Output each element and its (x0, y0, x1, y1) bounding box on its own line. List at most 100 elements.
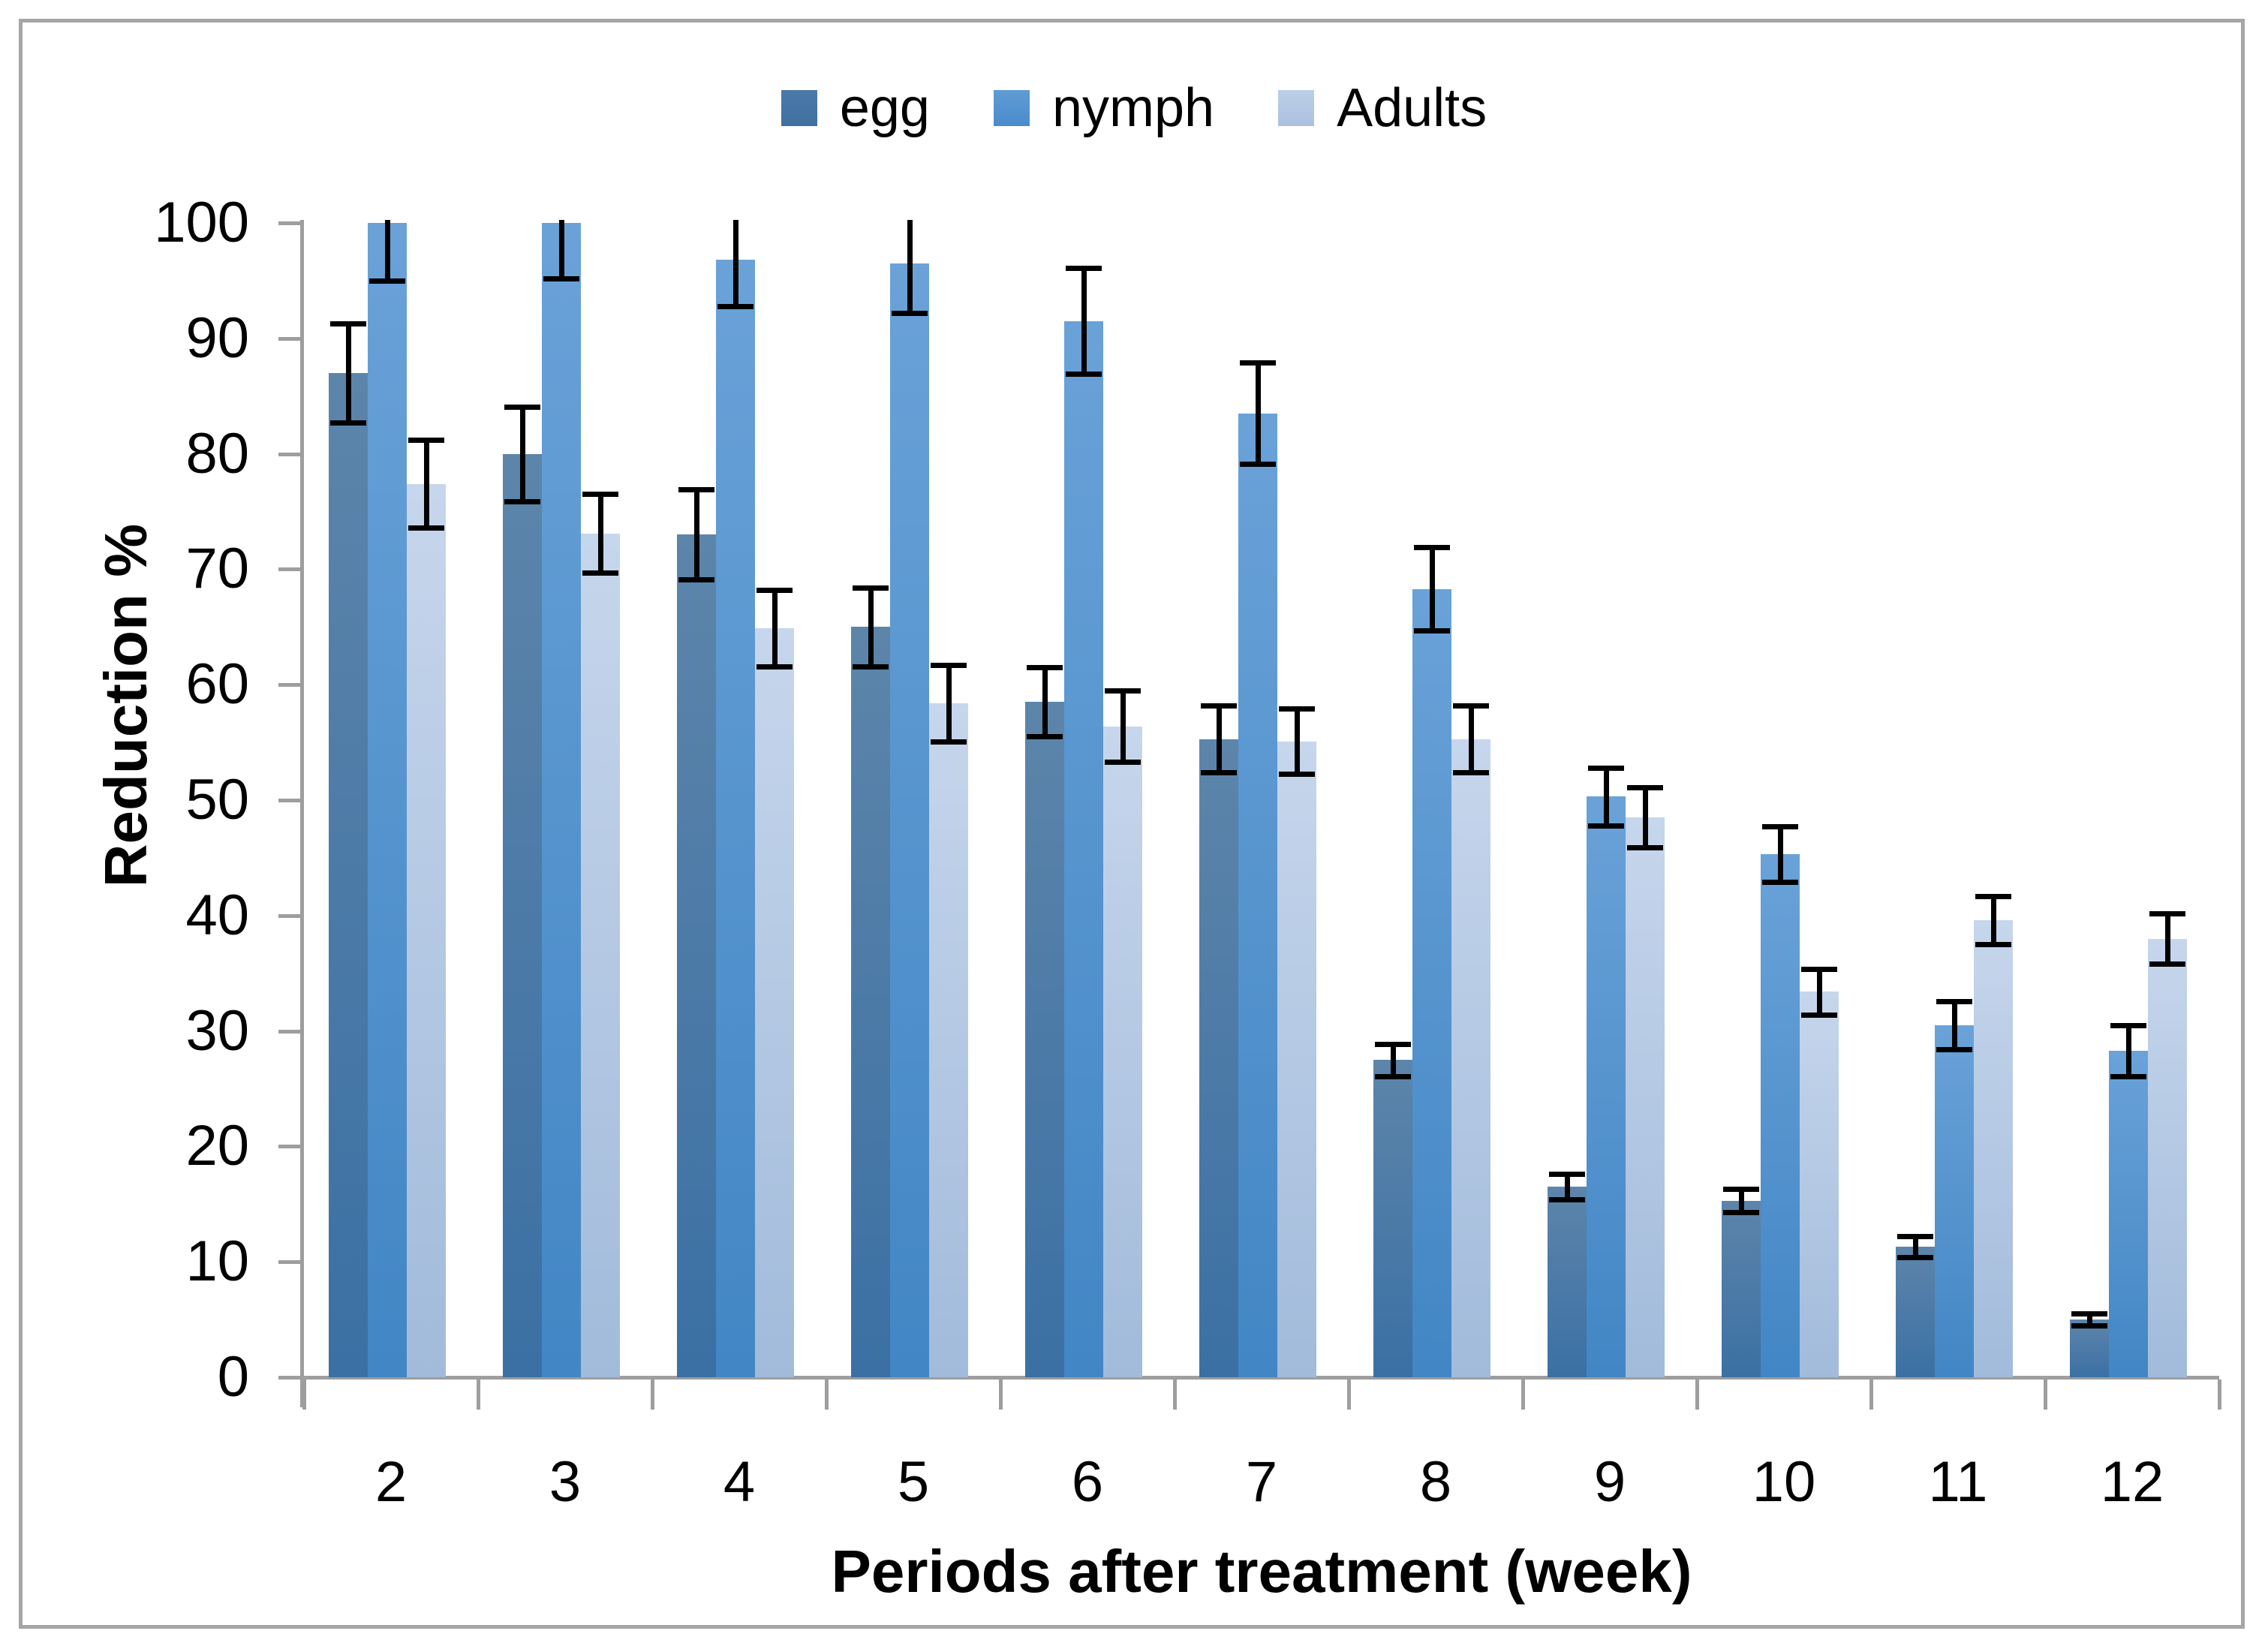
error-bar-line (2164, 913, 2170, 964)
error-bar-cap-bottom (1105, 760, 1141, 766)
error-bar-cap-top (1066, 265, 1102, 271)
bar-adults-week-8 (1451, 739, 1490, 1377)
error-bar-cap-bottom (931, 739, 967, 745)
error-bar-cap-bottom (1627, 845, 1663, 851)
error-bar-cap-top (582, 492, 618, 498)
error-bar-cap-top (931, 663, 967, 669)
error-bar-line (2125, 1025, 2131, 1076)
y-tick (278, 1260, 300, 1265)
error-bar-cap-top (2071, 1311, 2107, 1317)
error-bar-cap-top (1936, 998, 1972, 1004)
legend-item-egg: egg (781, 81, 930, 135)
bar-nymph-week-12 (2109, 1050, 2148, 1377)
error-bar-line (1990, 895, 1996, 945)
error-bar-cap-top (1240, 360, 1276, 366)
x-tick (1173, 1380, 1177, 1410)
error-bar-cap-top (1201, 703, 1237, 709)
error-bar-cap-top (1897, 1234, 1933, 1240)
x-tick (477, 1380, 480, 1410)
bar-adults-week-3 (581, 533, 620, 1377)
x-category-label: 11 (1928, 1450, 1988, 1514)
error-bar-line (558, 220, 564, 278)
bar-adults-week-2 (407, 483, 446, 1377)
y-tick (278, 683, 300, 688)
error-bar-line (345, 323, 351, 423)
bar-adults-week-9 (1626, 817, 1665, 1377)
error-bar-line (868, 588, 874, 667)
bar-nymph-week-6 (1064, 320, 1103, 1377)
x-tick (1869, 1380, 1873, 1410)
error-bar-line (1468, 705, 1474, 773)
x-category-label: 5 (897, 1450, 930, 1514)
error-bar-cap-bottom (717, 303, 753, 309)
error-bar-cap-bottom (1027, 734, 1063, 740)
y-tick (278, 913, 300, 918)
y-tick (278, 799, 300, 802)
error-bar-cap-top (1375, 1041, 1411, 1047)
error-bar-line (1216, 705, 1222, 773)
y-tick (278, 221, 300, 225)
bar-nymph-week-3 (542, 223, 581, 1377)
x-tick (2218, 1380, 2221, 1410)
x-tick (1695, 1380, 1699, 1410)
error-bar-cap-bottom (1936, 1047, 1972, 1053)
bar-nymph-week-7 (1238, 413, 1277, 1377)
error-bar-cap-top (2110, 1022, 2146, 1028)
bar-egg-week-9 (1548, 1187, 1587, 1377)
x-tick (999, 1380, 1003, 1410)
bar-adults-week-6 (1103, 726, 1142, 1377)
error-bar-line (907, 220, 913, 313)
error-bar-cap-bottom (1453, 770, 1489, 776)
bar-egg-week-6 (1025, 702, 1064, 1377)
y-tick (278, 1029, 300, 1034)
y-tick (278, 567, 300, 572)
x-category-label: 3 (549, 1450, 582, 1514)
error-bar-cap-top (330, 320, 366, 326)
error-bar-cap-top (1027, 665, 1063, 671)
error-bar-line (1255, 363, 1261, 465)
error-bar-line (1081, 267, 1087, 375)
error-bar-cap-top (853, 585, 889, 591)
x-axis-line (300, 1376, 2219, 1380)
error-bar-line (732, 220, 738, 306)
error-bar-line (1777, 826, 1783, 883)
bar-adults-week-7 (1277, 741, 1316, 1377)
error-bar-line (1912, 1236, 1918, 1258)
error-bar-cap-top (1801, 966, 1837, 972)
error-bar-cap-bottom (1201, 770, 1237, 776)
error-bar-line (1294, 709, 1300, 774)
bar-nymph-week-9 (1587, 796, 1626, 1377)
error-bar-cap-bottom (1723, 1210, 1759, 1216)
error-bar-cap-bottom (1414, 627, 1450, 633)
legend-label-nymph: nymph (1051, 78, 1215, 138)
error-bar-line (1816, 968, 1822, 1016)
error-bar-cap-bottom (1549, 1197, 1585, 1203)
error-bar-cap-bottom (1897, 1255, 1933, 1261)
x-category-label: 8 (1419, 1450, 1452, 1514)
bar-egg-week-7 (1199, 739, 1238, 1377)
error-bar-cap-bottom (1279, 771, 1315, 777)
error-bar-cap-top (1453, 703, 1489, 709)
error-bar-cap-top (1588, 765, 1624, 771)
error-bar-line (1429, 547, 1435, 630)
legend-item-nymph: nymph (993, 78, 1215, 138)
x-category-label: 6 (1071, 1450, 1104, 1514)
error-bar-line (519, 406, 525, 501)
error-bar-cap-bottom (1240, 462, 1276, 468)
bar-egg-week-4 (677, 534, 716, 1377)
legend-label-egg: egg (839, 78, 930, 138)
y-tick-label: 80 (185, 421, 249, 486)
error-bar-line (946, 665, 952, 742)
error-bar-cap-top (1975, 893, 2011, 899)
x-category-label: 4 (723, 1450, 756, 1514)
bar-nymph-week-2 (368, 223, 407, 1377)
error-bar-cap-top (2149, 910, 2185, 916)
bar-adults-week-12 (2148, 938, 2187, 1377)
error-bar-line (772, 590, 778, 667)
bar-egg-week-5 (851, 627, 890, 1377)
error-bar-cap-top (1105, 688, 1141, 694)
bar-adults-week-10 (1800, 992, 1839, 1377)
bar-nymph-week-5 (890, 263, 929, 1377)
error-bar-cap-bottom (2149, 961, 2185, 967)
y-axis-line (300, 220, 304, 1407)
